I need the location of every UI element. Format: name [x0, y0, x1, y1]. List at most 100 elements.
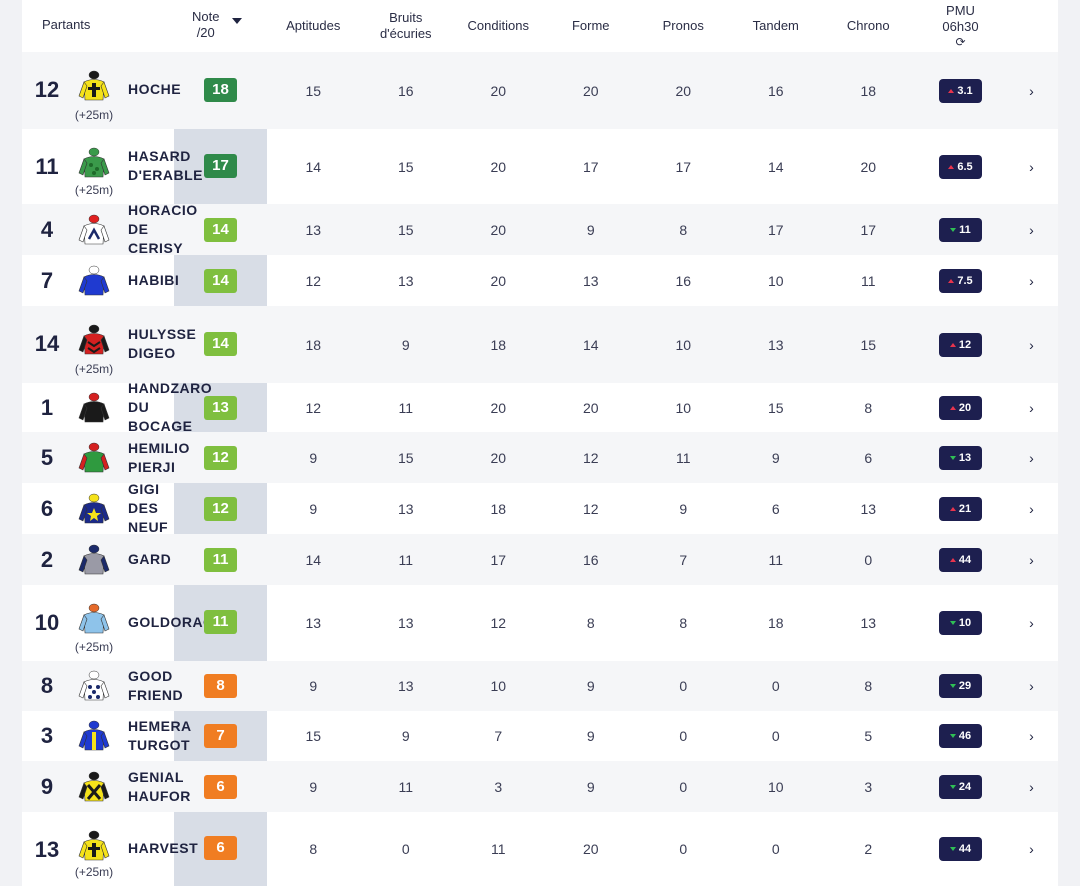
horse-name[interactable]: HEMERA TURGOT	[128, 718, 192, 753]
horse-name[interactable]: GIGI DES NEUF CLOS	[128, 481, 169, 535]
jockey-silk-icon	[78, 324, 110, 356]
header-forme[interactable]: Forme	[571, 18, 610, 33]
pmu-odds-badge[interactable]: 3.1	[939, 78, 982, 103]
header-aptitudes[interactable]: Aptitudes	[286, 18, 341, 33]
horse-name[interactable]: HOCHE	[128, 81, 182, 97]
header-chrono[interactable]: Chrono	[846, 18, 890, 33]
runner-cell[interactable]: 9 GENIAL HAUFOR	[22, 761, 191, 812]
horse-name[interactable]: HEMILIO PIERJI	[128, 440, 190, 475]
pmu-odds-badge[interactable]: 6.5	[939, 154, 982, 179]
header-partants: Partants	[22, 0, 174, 52]
row-chevron-right-icon[interactable]: ›	[1029, 158, 1034, 175]
runner-cell[interactable]: 2 GARD	[22, 534, 174, 585]
score-tandem: 10	[767, 272, 784, 289]
table-row[interactable]: 4 HORACIO DE CERISY 14 13 15 20 9 8 17 17 11 ›	[22, 202, 1058, 256]
row-chevron-right-icon[interactable]: ›	[1029, 82, 1034, 99]
runner-cell[interactable]: 11 (+25m) HASARD D'ERABLE	[22, 129, 203, 204]
score-pronos: 9	[679, 500, 688, 517]
pmu-odds-badge[interactable]: 20	[939, 395, 982, 420]
runner-cell[interactable]: 1 HANDZARO DU BOCAGE	[22, 380, 212, 434]
horse-name[interactable]: GOLDORAC	[128, 614, 214, 630]
score-aptitudes: 12	[305, 399, 322, 416]
row-chevron-right-icon[interactable]: ›	[1029, 449, 1034, 466]
score-forme: 13	[582, 272, 599, 289]
horse-name[interactable]: HARVEST	[128, 840, 199, 856]
header-tandem[interactable]: Tandem	[752, 18, 799, 33]
header-conditions[interactable]: Conditions	[467, 18, 529, 33]
horse-name[interactable]: GENIAL HAUFOR	[128, 769, 191, 804]
runner-number: 1	[40, 395, 54, 420]
pmu-odds-badge[interactable]: 46	[939, 724, 982, 748]
pmu-odds: 29	[958, 680, 972, 692]
runner-cell[interactable]: 7 HABIBI	[22, 255, 179, 306]
header-pmu[interactable]: PMU 06h30 ⟳	[915, 3, 1007, 49]
runner-number: 2	[40, 547, 54, 572]
pmu-odds-badge[interactable]: 7.5	[939, 268, 982, 293]
header-note-sort[interactable]: Note /20	[174, 0, 267, 52]
row-chevron-right-icon[interactable]: ›	[1029, 336, 1034, 353]
score-chrono: 13	[860, 500, 877, 517]
horse-name[interactable]: HULYSSE DIGEO	[128, 326, 197, 361]
header-pronos[interactable]: Pronos	[662, 18, 704, 33]
table-row[interactable]: 9 GENIAL HAUFOR 6 9 11 3 9 0 10 3 24 ›	[22, 761, 1058, 812]
runner-cell[interactable]: 5 HEMILIO PIERJI	[22, 432, 189, 483]
sort-desc-icon[interactable]	[232, 18, 242, 24]
trend-down-icon	[949, 847, 956, 851]
table-row[interactable]: 13 (+25m) HARVEST 6 8 0 11 20 0 0 2 44 ›	[22, 812, 1058, 886]
horse-name[interactable]: HANDZARO DU BOCAGE	[128, 380, 213, 434]
row-chevron-right-icon[interactable]: ›	[1029, 399, 1034, 416]
horse-name[interactable]: GOOD FRIEND	[128, 668, 184, 703]
table-row[interactable]: 11 (+25m) HASARD D'ERABLE 17 14 15 20 17 17 14 20 6…	[22, 129, 1058, 204]
row-chevron-right-icon[interactable]: ›	[1029, 678, 1034, 694]
pmu-odds-badge[interactable]: 11	[939, 217, 982, 242]
horse-name[interactable]: HORACIO DE CERISY	[128, 202, 198, 256]
runner-cell[interactable]: 12 (+25m) HOCHE	[22, 52, 181, 129]
table-row[interactable]: 2 GARD 11 14 11 17 16 7 11 0 44 ›	[22, 534, 1058, 585]
row-chevron-right-icon[interactable]: ›	[1029, 272, 1034, 289]
score-bruits: 11	[398, 551, 414, 568]
pmu-odds: 21	[958, 502, 972, 515]
row-chevron-right-icon[interactable]: ›	[1029, 551, 1034, 568]
row-chevron-right-icon[interactable]: ›	[1029, 221, 1034, 238]
row-chevron-right-icon[interactable]: ›	[1029, 615, 1034, 631]
header-pmu-time: 06h30	[942, 19, 979, 34]
runner-cell[interactable]: 6 GIGI DES NEUF CLOS	[22, 481, 174, 535]
pmu-odds-badge[interactable]: 21	[939, 496, 982, 521]
runner-cell[interactable]: 4 HORACIO DE CERISY	[22, 202, 197, 256]
horse-name[interactable]: GARD	[128, 551, 172, 567]
row-chevron-right-icon[interactable]: ›	[1029, 778, 1034, 795]
table-row[interactable]: 5 HEMILIO PIERJI 12 9 15 20 12 11 9 6 13 ›	[22, 432, 1058, 483]
table-row[interactable]: 14 (+25m) HULYSSE DIGEO 14 18 9 18 14 10 13 15 12 ›	[22, 306, 1058, 383]
pmu-odds-badge[interactable]: 24	[939, 774, 982, 799]
runner-cell[interactable]: 14 (+25m) HULYSSE DIGEO	[22, 306, 196, 383]
row-chevron-right-icon[interactable]: ›	[1029, 728, 1034, 744]
table-row[interactable]: 7 HABIBI 14 12 13 20 13 16 10 11 7.5 ›	[22, 255, 1058, 306]
pmu-odds-badge[interactable]: 13	[939, 445, 982, 470]
table-row[interactable]: 12 (+25m) HOCHE 18 15 16 20 20 20 16 18 3.1 ›	[22, 52, 1058, 129]
runner-cell[interactable]: 3 HEMERA TURGOT	[22, 711, 191, 761]
row-chevron-right-icon[interactable]: ›	[1029, 841, 1034, 857]
row-chevron-right-icon[interactable]: ›	[1029, 500, 1034, 517]
score-aptitudes: 14	[305, 158, 322, 175]
header-bruits[interactable]: Bruits d'écuries	[360, 10, 453, 42]
pmu-odds-badge[interactable]: 12	[939, 332, 982, 357]
table-row[interactable]: 6 GIGI DES NEUF CLOS 12 9 13 18 12 9 6 13 21 ›	[22, 481, 1058, 535]
table-row[interactable]: 1 HANDZARO DU BOCAGE 13 12 11 20 20 10 15 8 20 ›	[22, 380, 1058, 434]
pmu-odds-badge[interactable]: 10	[939, 611, 982, 635]
table-row[interactable]: 10 (+25m) GOLDORAC 11 13 13 12 8 8 18 13 10 ›	[22, 585, 1058, 661]
refresh-icon[interactable]: ⟳	[955, 35, 966, 49]
runner-cell[interactable]: 13 (+25m) HARVEST	[22, 812, 198, 886]
horse-name[interactable]: HASARD D'ERABLE	[128, 148, 203, 183]
pmu-odds-badge[interactable]: 44	[939, 547, 982, 572]
pmu-odds-badge[interactable]: 29	[939, 674, 982, 698]
pmu-cell: 11	[915, 217, 1007, 242]
score-conditions: 20	[490, 158, 507, 175]
pmu-odds-badge[interactable]: 44	[939, 837, 982, 861]
distance-handicap: (+25m)	[74, 640, 114, 654]
horse-name[interactable]: HABIBI	[128, 272, 180, 288]
runner-cell[interactable]: 10 (+25m) GOLDORAC	[22, 585, 213, 661]
table-row[interactable]: 3 HEMERA TURGOT 7 15 9 7 9 0 0 5 46 ›	[22, 711, 1058, 761]
table-row[interactable]: 8 GOOD FRIEND 8 9 13 10 9 0 0 8 29 ›	[22, 661, 1058, 711]
score-tandem: 18	[767, 615, 784, 631]
runner-cell[interactable]: 8 GOOD FRIEND	[22, 661, 183, 711]
